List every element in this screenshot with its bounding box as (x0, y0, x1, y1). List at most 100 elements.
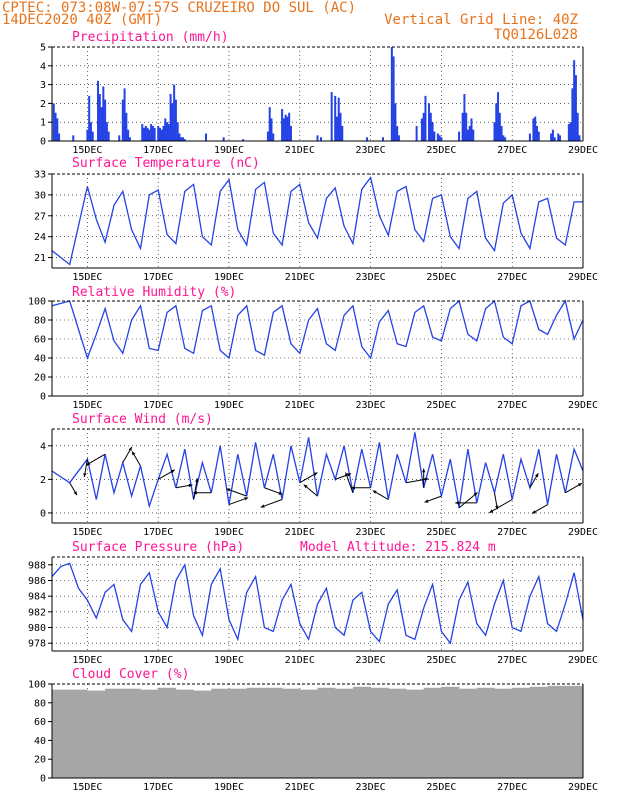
precip-bar (118, 135, 121, 141)
precip-x-tick-label: 27DEC (497, 145, 527, 156)
precip-bar (171, 103, 174, 141)
precip-x-tick-label: 19DEC (214, 145, 244, 156)
precip-bar (495, 103, 498, 141)
precip-bar (166, 122, 169, 141)
wind-arrow-head (535, 473, 539, 478)
precip-x-tick-label: 17DEC (143, 145, 173, 156)
precip-bar (537, 131, 540, 141)
cloud-y-tick-label: 40 (34, 736, 46, 747)
cloud-bar (140, 689, 159, 778)
precip-bar (100, 107, 103, 141)
cloud-bar (565, 685, 584, 778)
precip-bar (268, 107, 271, 141)
cloud-bar (459, 688, 478, 778)
precip-bar (316, 135, 319, 141)
precip-bar (440, 137, 443, 141)
cloud-bar (246, 687, 265, 778)
cloud-bar (299, 689, 318, 778)
precip-y-tick-label: 2 (40, 99, 46, 110)
precip-bar (176, 122, 179, 141)
cloud-bar (264, 687, 283, 778)
temp-y-tick-label: 21 (34, 253, 46, 264)
precip-bar (420, 118, 423, 141)
precip-bar (394, 103, 397, 141)
temp-y-tick-label: 27 (34, 211, 46, 222)
precip-x-tick-label: 15DEC (72, 145, 102, 156)
humidity-x-tick-label: 15DEC (72, 400, 102, 411)
humidity-x-tick-label: 19DEC (214, 400, 244, 411)
pressure-x-tick-label: 29DEC (568, 655, 598, 666)
cloud-bar (229, 688, 247, 778)
precip-bar (141, 124, 144, 141)
precip-bar (146, 127, 149, 141)
precip-bar (180, 137, 183, 141)
cloud-x-tick-label: 29DEC (568, 782, 598, 793)
precip-bar (528, 133, 531, 141)
wind-x-tick-label: 15DEC (72, 527, 102, 538)
precip-bar (174, 99, 177, 141)
precip-bar (461, 112, 464, 141)
pressure-series-line (51, 562, 584, 645)
humidity-panel-title: Relative Humidity (%) (72, 285, 236, 300)
pressure-x-tick-label: 19DEC (214, 655, 244, 666)
precip-bar (470, 118, 473, 141)
precip-bar (330, 92, 333, 141)
precip-bar (183, 139, 186, 141)
precip-bar (397, 135, 400, 141)
wind-x-tick-label: 25DEC (426, 527, 456, 538)
pressure-panel-title: Surface Pressure (hPa) (72, 540, 244, 555)
pressure-y-tick-label: 984 (28, 592, 46, 603)
wind-arrow-head (128, 447, 132, 451)
wind-arrow-head (489, 509, 494, 513)
wind-x-tick-label: 23DEC (356, 527, 386, 538)
cloud-bar (335, 688, 354, 778)
cloud-y-tick-label: 20 (34, 755, 46, 766)
precip-bar (88, 95, 91, 141)
precip-bar (468, 125, 471, 141)
precip-bar (89, 122, 92, 141)
precip-bar (553, 137, 556, 141)
cloud-bar (529, 686, 548, 778)
precip-bar (557, 133, 560, 141)
precip-bar (222, 137, 225, 141)
cloud-bar (476, 687, 495, 778)
precip-bar (169, 94, 172, 141)
precip-bar (573, 60, 576, 141)
precip-bar (266, 131, 269, 141)
precip-bar (433, 131, 436, 141)
temp-panel-title: Surface Temperature (nC) (72, 156, 260, 171)
precip-bar (121, 99, 124, 141)
humidity-y-tick-label: 100 (28, 297, 46, 308)
temp-y-tick-label: 30 (34, 190, 46, 201)
cloud-bar (193, 690, 212, 778)
precip-bar (576, 112, 579, 141)
temp-x-tick-label: 15DEC (72, 272, 102, 283)
precip-y-tick-label: 4 (40, 61, 46, 72)
temp-x-tick-label: 25DEC (426, 272, 456, 283)
precip-bar (320, 137, 323, 141)
precip-bar (466, 129, 469, 141)
precip-bar (173, 84, 176, 141)
precip-bar (463, 94, 466, 141)
wind-arrow-head (424, 477, 429, 482)
wind-x-tick-label: 27DEC (497, 527, 527, 538)
cloud-x-tick-label: 15DEC (72, 782, 102, 793)
pressure-x-tick-label: 25DEC (426, 655, 456, 666)
precip-bar (102, 86, 105, 141)
wind-arrow-head (347, 473, 351, 477)
temp-x-tick-label: 17DEC (143, 272, 173, 283)
precip-bar (204, 133, 207, 141)
pressure-x-tick-label: 27DEC (497, 655, 527, 666)
precip-bar (465, 112, 468, 141)
precip-bar (86, 129, 89, 141)
cloud-x-tick-label: 19DEC (214, 782, 244, 793)
precip-bar (458, 131, 461, 141)
precip-bar (558, 135, 561, 141)
precip-bar (52, 103, 55, 141)
precip-bar (288, 112, 291, 141)
precip-bar (289, 125, 292, 141)
precip-bar (151, 125, 154, 141)
wind-arrow-head (132, 451, 136, 456)
precip-bar (497, 92, 500, 141)
wind-arrow-head (193, 491, 197, 495)
